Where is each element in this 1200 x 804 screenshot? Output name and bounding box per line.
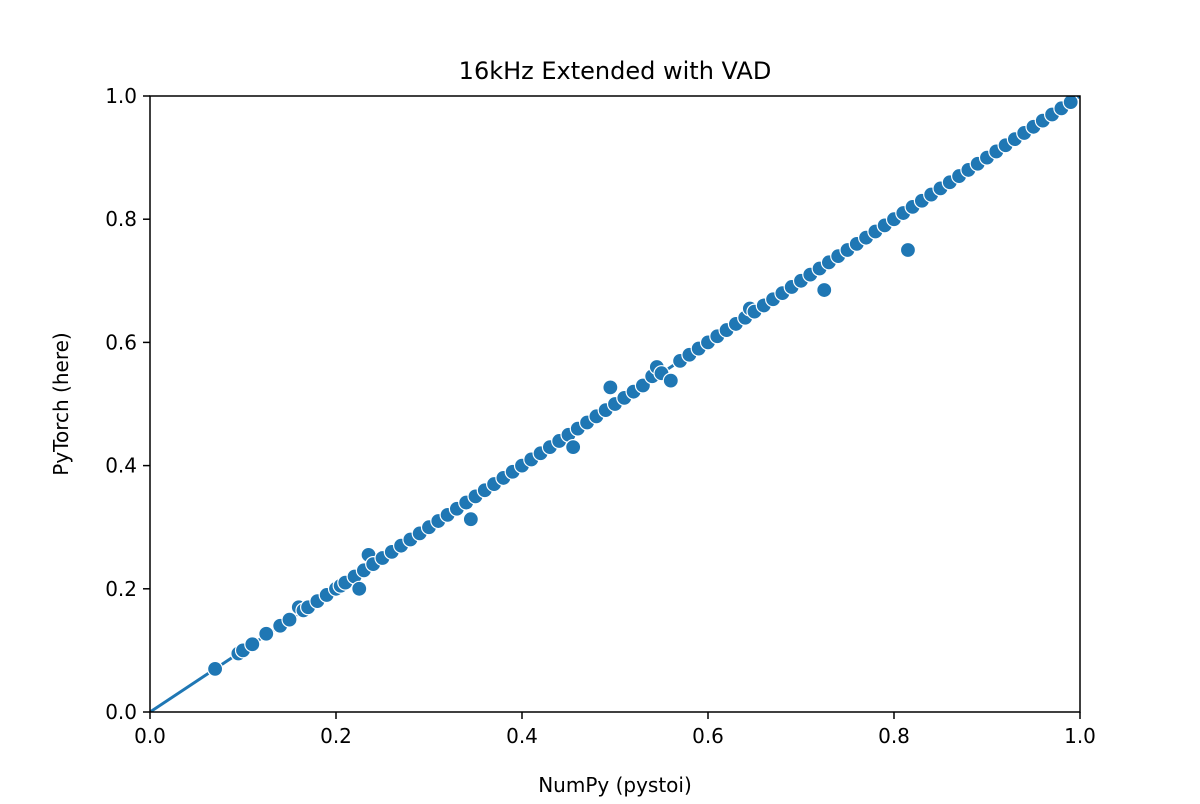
x-tick-label: 0.6 — [692, 724, 724, 748]
data-point — [899, 241, 917, 259]
y-tick-label: 0.0 — [105, 700, 137, 724]
data-point — [281, 611, 298, 628]
data-point — [351, 580, 368, 597]
axes: 0.0 0.2 0.4 0.6 0.8 1.0 0.0 0.2 0.4 0.6 0.8 1.0 — [105, 84, 1096, 748]
y-axis-label: PyTorch (here) — [49, 332, 73, 475]
x-tick-label: 0.4 — [506, 724, 538, 748]
data-point — [258, 625, 275, 642]
x-tick-label: 0.2 — [320, 724, 352, 748]
plot-frame — [149, 95, 1081, 713]
data-point — [1062, 96, 1079, 111]
data-point — [244, 636, 261, 653]
y-tick-label: 0.2 — [105, 577, 137, 601]
data-point — [565, 439, 582, 456]
data-point — [816, 281, 833, 299]
data-point — [602, 379, 619, 396]
x-tick-label: 0.0 — [134, 724, 166, 748]
data-point — [662, 372, 679, 389]
x-tick-label: 1.0 — [1064, 724, 1096, 748]
y-tick-label: 1.0 — [105, 84, 137, 108]
x-tick-label: 0.8 — [878, 724, 910, 748]
data-point — [207, 660, 224, 677]
x-axis-label: NumPy (pystoi) — [538, 773, 692, 797]
y-tick-label: 0.8 — [105, 207, 137, 231]
y-tick-label: 0.4 — [105, 454, 137, 478]
data-point — [462, 511, 479, 528]
chart-title: 16kHz Extended with VAD — [459, 57, 772, 85]
y-tick-label: 0.6 — [105, 330, 137, 354]
plot-marks — [150, 96, 1080, 712]
